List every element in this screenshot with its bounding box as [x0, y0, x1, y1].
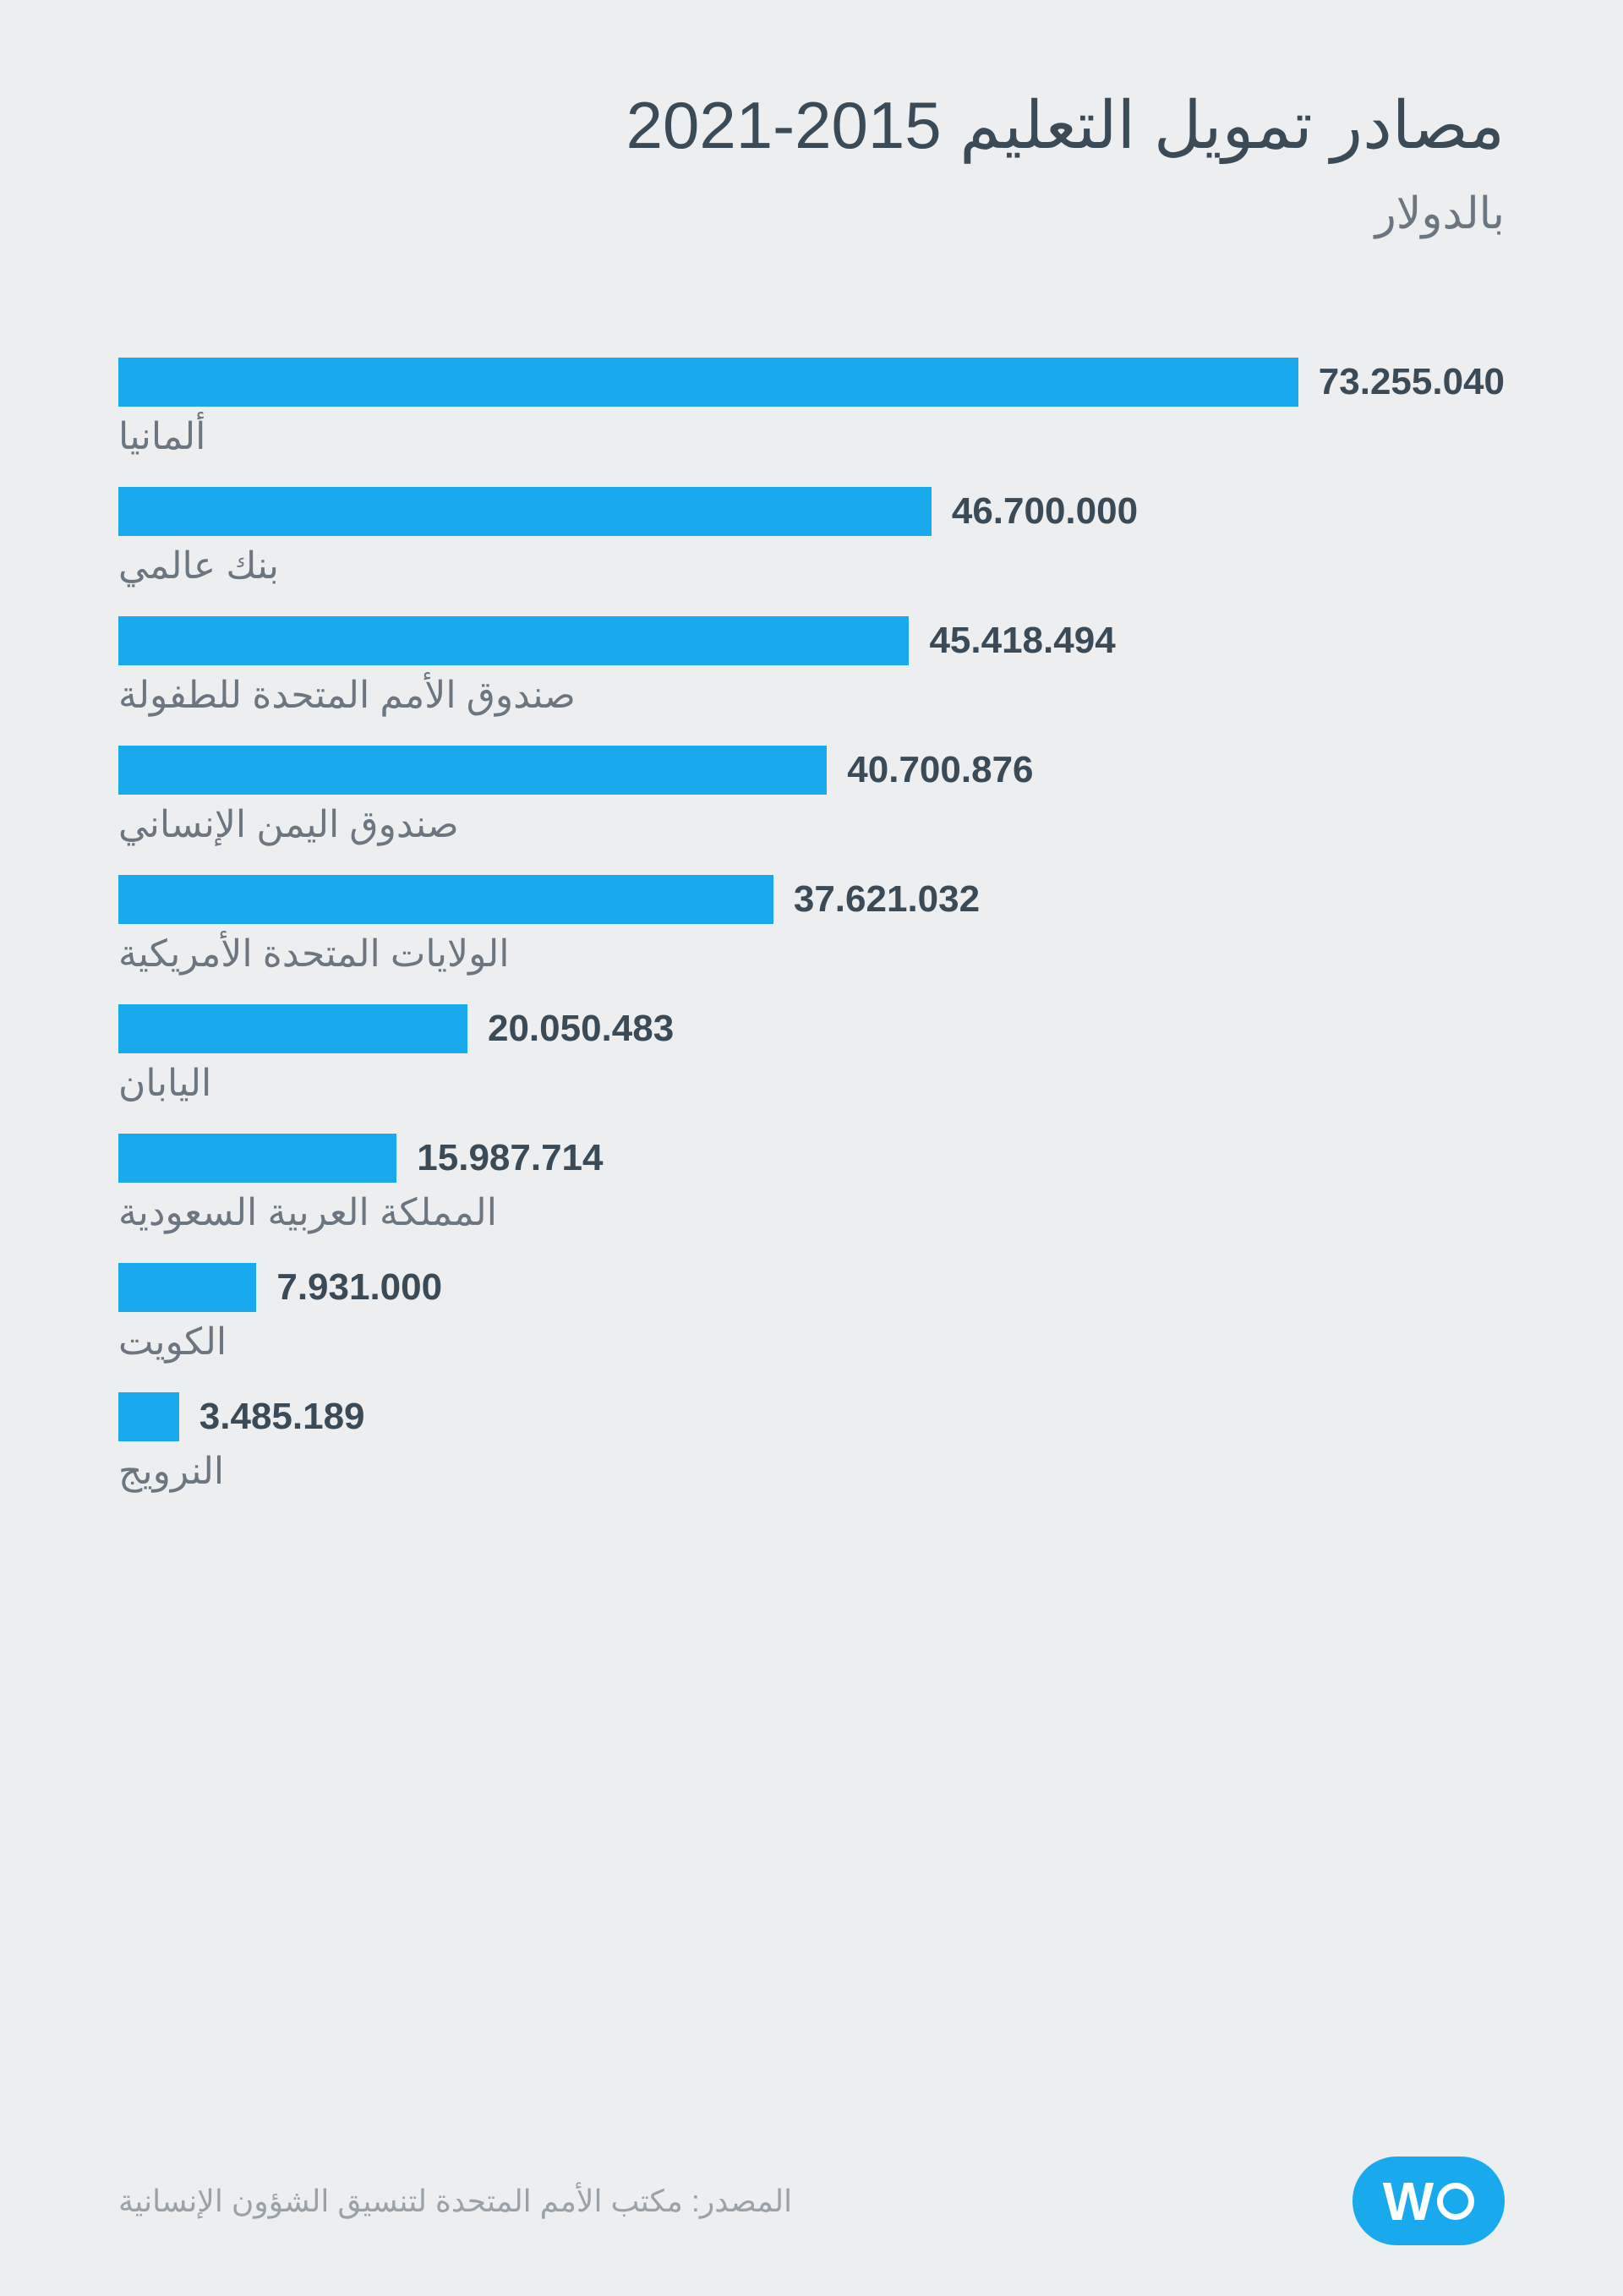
- bar: [118, 746, 827, 795]
- bar: [118, 487, 932, 536]
- bar: [118, 616, 909, 665]
- bar-category-label: بنك عالمي: [118, 544, 279, 588]
- bar: [118, 1134, 396, 1183]
- bar: [118, 1263, 256, 1312]
- bar-line: 73.255.040: [118, 358, 1505, 407]
- bar-line: 3.485.189: [118, 1392, 1505, 1441]
- dw-logo: W: [1352, 2157, 1505, 2245]
- bar-line: 40.700.876: [118, 746, 1505, 795]
- bar: [118, 1392, 179, 1441]
- bar-value-label: 7.931.000: [276, 1266, 442, 1309]
- bar-category-label: صندوق الأمم المتحدة للطفولة: [118, 674, 576, 717]
- bar: [118, 358, 1298, 407]
- bar-value-label: 3.485.189: [199, 1396, 365, 1438]
- bar-row: 46.700.000 بنك عالمي: [118, 487, 1505, 588]
- bar-category-label: الولايات المتحدة الأمريكية: [118, 932, 509, 976]
- bar: [118, 1004, 467, 1053]
- bar-line: 15.987.714: [118, 1134, 1505, 1183]
- chart-title: مصادر تمويل التعليم 2015-2021: [118, 85, 1505, 167]
- chart-footer: W المصدر: مكتب الأمم المتحدة لتنسيق الشؤ…: [118, 2157, 1505, 2245]
- bar-value-label: 37.621.032: [794, 878, 980, 921]
- bar: [118, 875, 773, 924]
- chart-header: مصادر تمويل التعليم 2015-2021 بالدولار: [118, 85, 1505, 239]
- bar-row: 45.418.494 صندوق الأمم المتحدة للطفولة: [118, 616, 1505, 717]
- bar-category-label: المملكة العربية السعودية: [118, 1191, 497, 1234]
- bar-row: 7.931.000 الكويت: [118, 1263, 1505, 1364]
- bar-category-label: ألمانيا: [118, 415, 205, 458]
- bar-row: 15.987.714 المملكة العربية السعودية: [118, 1134, 1505, 1234]
- bar-row: 3.485.189 النرويج: [118, 1392, 1505, 1493]
- bar-chart: 73.255.040 ألمانيا 46.700.000 بنك عالمي 45.4…: [118, 358, 1505, 2073]
- logo-letter: W: [1383, 2174, 1434, 2228]
- bar-value-label: 40.700.876: [847, 749, 1033, 791]
- bar-row: 40.700.876 صندوق اليمن الإنساني: [118, 746, 1505, 846]
- bar-line: 45.418.494: [118, 616, 1505, 665]
- bar-line: 7.931.000: [118, 1263, 1505, 1312]
- bar-line: 46.700.000: [118, 487, 1505, 536]
- bar-row: 20.050.483 اليابان: [118, 1004, 1505, 1105]
- logo-circle-icon: [1437, 2183, 1474, 2220]
- bar-line: 20.050.483: [118, 1004, 1505, 1053]
- bar-row: 73.255.040 ألمانيا: [118, 358, 1505, 458]
- bar-value-label: 45.418.494: [929, 620, 1115, 662]
- bar-value-label: 15.987.714: [417, 1137, 603, 1179]
- bar-row: 37.621.032 الولايات المتحدة الأمريكية: [118, 875, 1505, 976]
- source-text: المصدر: مكتب الأمم المتحدة لتنسيق الشؤون…: [118, 2184, 792, 2219]
- bar-category-label: اليابان: [118, 1062, 211, 1105]
- bar-value-label: 73.255.040: [1319, 361, 1505, 403]
- bar-value-label: 46.700.000: [952, 490, 1138, 533]
- bar-category-label: صندوق اليمن الإنساني: [118, 803, 459, 846]
- bar-category-label: النرويج: [118, 1450, 224, 1493]
- bar-line: 37.621.032: [118, 875, 1505, 924]
- bar-category-label: الكويت: [118, 1320, 227, 1364]
- bar-value-label: 20.050.483: [488, 1008, 674, 1050]
- chart-subtitle: بالدولار: [118, 189, 1505, 239]
